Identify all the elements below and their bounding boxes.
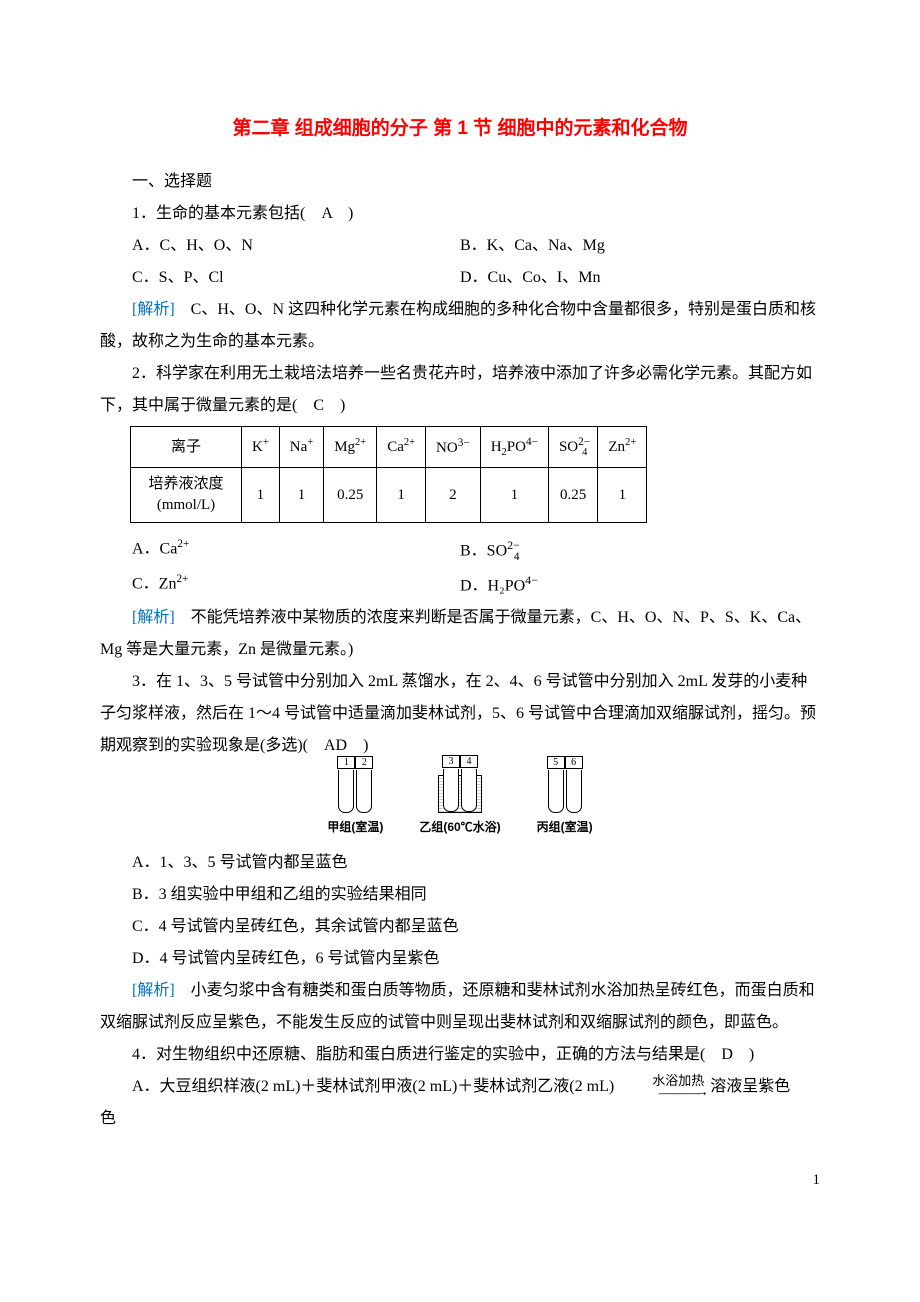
q2-analysis-text: 不能凭培养液中某物质的浓度来判断是否属于微量元素，C、H、O、N、P、S、K、C… bbox=[100, 609, 811, 658]
conc-cell: 0.25 bbox=[324, 468, 377, 523]
q1-options-row1: A．C、H、O、N B．K、Ca、Na、Mg bbox=[100, 230, 820, 262]
q4-option-a: A．大豆组织样液(2 mL)＋斐林试剂甲液(2 mL)＋斐林试剂乙液(2 mL)… bbox=[100, 1071, 820, 1103]
tube-icon: 3 bbox=[443, 769, 459, 812]
q2-stem: 2．科学家在利用无土栽培法培养一些名贵花卉时，培养液中添加了许多必需化学元素。其… bbox=[100, 358, 820, 422]
q1-option-a: A．C、H、O、N bbox=[100, 230, 460, 262]
conc-cell: 0.25 bbox=[548, 468, 597, 523]
tube-group-1: 1 2 甲组(室温) bbox=[327, 770, 383, 839]
analysis-label: [解析] bbox=[132, 982, 175, 999]
tube-icon: 1 bbox=[338, 770, 354, 813]
conc-cell: 1 bbox=[480, 468, 548, 523]
water-bath-icon: 3 4 bbox=[438, 775, 482, 813]
group-label: 甲组(室温) bbox=[327, 815, 383, 839]
tube-icon: 5 bbox=[548, 770, 564, 813]
tube-group-2: 3 4 乙组(60℃水浴) bbox=[419, 775, 500, 839]
q3-figure: 1 2 甲组(室温) 3 4 乙组(60℃水浴) 5 6 丙组(室温) bbox=[100, 770, 820, 839]
q1-stem: 1．生命的基本元素包括( A ) bbox=[100, 198, 820, 230]
ion-cell: SO2−4 bbox=[548, 427, 597, 468]
ion-cell: Mg2+ bbox=[324, 427, 377, 468]
q2-option-c: C．Zn2+ bbox=[100, 568, 460, 602]
q2-table: 离子 K+ Na+ Mg2+ Ca2+ NO3− H2PO4− SO2−4 Zn… bbox=[130, 426, 647, 523]
table-header-conc: 培养液浓度(mmol/L) bbox=[131, 468, 242, 523]
ion-cell: Zn2+ bbox=[598, 427, 647, 468]
group-label: 乙组(60℃水浴) bbox=[419, 815, 500, 839]
q3-stem: 3．在 1、3、5 号试管中分别加入 2mL 蒸馏水，在 2、4、6 号试管中分… bbox=[100, 666, 820, 762]
arrow-icon: 水浴加热— — — bbox=[620, 1074, 704, 1101]
ion-cell: Ca2+ bbox=[377, 427, 426, 468]
conc-cell: 1 bbox=[279, 468, 323, 523]
q1-analysis-text: C、H、O、N 这四种化学元素在构成细胞的多种化合物中含量都很多，特别是蛋白质和… bbox=[100, 301, 816, 350]
q3-option-c: C．4 号试管内呈砖红色，其余试管内都呈蓝色 bbox=[100, 911, 820, 943]
tube-group-3: 5 6 丙组(室温) bbox=[537, 770, 593, 839]
chapter-title: 第二章 组成细胞的分子 第 1 节 细胞中的元素和化合物 bbox=[100, 110, 820, 148]
tube-icon: 4 bbox=[461, 769, 477, 812]
analysis-label: [解析] bbox=[132, 609, 175, 626]
tube-icon: 6 bbox=[566, 770, 582, 813]
conc-cell: 1 bbox=[242, 468, 280, 523]
ion-cell: H2PO4− bbox=[480, 427, 548, 468]
q3-option-d: D．4 号试管内呈砖红色，6 号试管内呈紫色 bbox=[100, 943, 820, 975]
q1-analysis: [解析] C、H、O、N 这四种化学元素在构成细胞的多种化合物中含量都很多，特别… bbox=[100, 294, 820, 358]
tube-icon: 2 bbox=[356, 770, 372, 813]
table-row: 培养液浓度(mmol/L) 1 1 0.25 1 2 1 0.25 1 bbox=[131, 468, 647, 523]
ion-cell: Na+ bbox=[279, 427, 323, 468]
q1-option-b: B．K、Ca、Na、Mg bbox=[460, 230, 820, 262]
analysis-label: [解析] bbox=[132, 301, 175, 318]
group-label: 丙组(室温) bbox=[537, 815, 593, 839]
q2-option-b: B．SO2−4 bbox=[460, 533, 820, 568]
q2-options-row1: A．Ca2+ B．SO2−4 bbox=[100, 533, 820, 568]
page: 第二章 组成细胞的分子 第 1 节 细胞中的元素和化合物 一、选择题 1．生命的… bbox=[0, 0, 920, 1235]
q1-options-row2: C．S、P、Cl D．Cu、Co、I、Mn bbox=[100, 262, 820, 294]
q2-option-a: A．Ca2+ bbox=[100, 533, 460, 568]
table-header-ion: 离子 bbox=[131, 427, 242, 468]
q2-option-d: D．H₂PO4− bbox=[460, 568, 820, 602]
page-number: 1 bbox=[100, 1165, 820, 1195]
q4-stem: 4．对生物组织中还原糖、脂肪和蛋白质进行鉴定的实验中，正确的方法与结果是( D … bbox=[100, 1039, 820, 1071]
q4-option-a-cont: 色 bbox=[100, 1103, 820, 1135]
q3-option-a: A．1、3、5 号试管内都呈蓝色 bbox=[100, 847, 820, 879]
q3-analysis: [解析] 小麦匀浆中含有糖类和蛋白质等物质，还原糖和斐林试剂水浴加热呈砖红色，而… bbox=[100, 975, 820, 1039]
ion-cell: K+ bbox=[242, 427, 280, 468]
conc-cell: 1 bbox=[377, 468, 426, 523]
tubes-row: 1 2 甲组(室温) 3 4 乙组(60℃水浴) 5 6 丙组(室温) bbox=[100, 770, 820, 839]
q2-options-row2: C．Zn2+ D．H₂PO4− bbox=[100, 568, 820, 602]
table-row: 离子 K+ Na+ Mg2+ Ca2+ NO3− H2PO4− SO2−4 Zn… bbox=[131, 427, 647, 468]
q1-option-d: D．Cu、Co、I、Mn bbox=[460, 262, 820, 294]
section-heading: 一、选择题 bbox=[100, 166, 820, 198]
q1-option-c: C．S、P、Cl bbox=[100, 262, 460, 294]
q2-analysis: [解析] 不能凭培养液中某物质的浓度来判断是否属于微量元素，C、H、O、N、P、… bbox=[100, 602, 820, 666]
ion-cell: NO3− bbox=[426, 427, 481, 468]
conc-cell: 2 bbox=[426, 468, 481, 523]
q3-option-b: B．3 组实验中甲组和乙组的实验结果相同 bbox=[100, 879, 820, 911]
conc-cell: 1 bbox=[598, 468, 647, 523]
q3-analysis-text: 小麦匀浆中含有糖类和蛋白质等物质，还原糖和斐林试剂水浴加热呈砖红色，而蛋白质和双… bbox=[100, 982, 815, 1031]
